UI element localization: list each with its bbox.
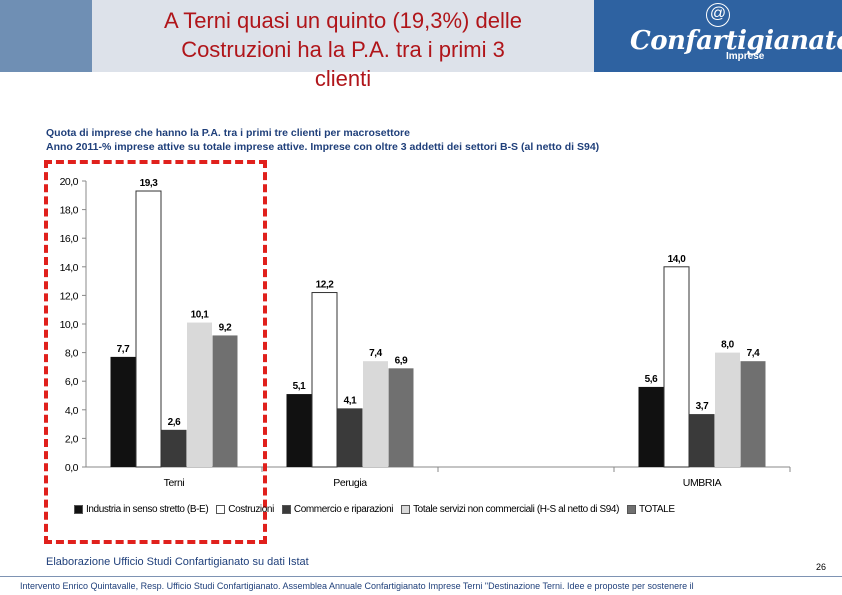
legend-item: Costruzioni <box>216 504 274 515</box>
bar-3-3 <box>715 352 740 467</box>
legend-item: TOTALE <box>627 504 675 515</box>
bar-1-3 <box>363 361 388 467</box>
legend-item: Totale servizi non commerciali (H-S al n… <box>401 504 619 515</box>
y-tick-label: 0,0 <box>65 462 79 474</box>
y-tick-label: 16,0 <box>60 233 79 245</box>
chart-legend: Industria in senso stretto (B-E) Costruzi… <box>74 504 683 515</box>
bar-0-2 <box>161 429 187 467</box>
x-category-label: UMBRIA <box>683 477 722 489</box>
bar-data-label: 7,7 <box>117 344 131 355</box>
x-category-label: Perugia <box>333 477 367 489</box>
legend-item: Commercio e riparazioni <box>281 504 394 515</box>
page-number: 26 <box>816 562 827 572</box>
footer-text: Intervento Enrico Quintavalle, Resp. Uff… <box>20 581 694 591</box>
legend-swatch <box>627 505 637 514</box>
bar-chart: 0,0 2,0 4,0 6,0 8,0 10,0 12,0 14,0 16,0 18,0 20,0 7… <box>60 176 791 489</box>
bar-0-3 <box>187 322 212 467</box>
bar-data-label: 7,4 <box>369 348 383 359</box>
bar-0-1 <box>135 190 162 468</box>
bar-data-label: 5,6 <box>645 374 659 385</box>
header-accent-block <box>0 0 92 72</box>
title-line-2: Costruzioni ha la P.A. tra i primi 3 <box>181 37 505 62</box>
subtitle-line-2: Anno 2011-% imprese attive su totale imp… <box>46 141 600 153</box>
at-symbol-icon: @ <box>706 3 730 27</box>
bar-data-label: 10,1 <box>191 310 210 321</box>
y-tick-label: 14,0 <box>60 262 79 274</box>
bar-data-label: 5,1 <box>293 381 307 392</box>
bar-data-label: 2,6 <box>168 417 182 428</box>
x-category-label: Terni <box>164 477 185 489</box>
bar-1-0 <box>286 394 312 467</box>
bar-1-2 <box>337 408 363 467</box>
title-band <box>92 0 594 72</box>
bar-0-0 <box>110 356 136 467</box>
title-line-1: A Terni quasi un quinto (19,3%) delle <box>164 8 522 33</box>
legend-label: Totale servizi non commerciali (H-S al n… <box>413 504 620 515</box>
legend-swatch <box>401 505 411 514</box>
chart-subtitle: Quota di imprese che hanno la P.A. tra i… <box>46 126 599 154</box>
y-tick-label: 20,0 <box>60 176 79 188</box>
footer-divider <box>0 576 842 577</box>
bar-data-label: 3,7 <box>696 401 710 412</box>
bar-data-label: 8,0 <box>721 340 735 351</box>
bar-3-1 <box>663 266 690 468</box>
bar-3-4 <box>740 361 766 467</box>
bar-data-label: 9,2 <box>219 322 233 333</box>
bar-data-label: 4,1 <box>344 395 358 406</box>
terni-highlight-box <box>44 160 267 544</box>
y-tick-label: 2,0 <box>65 433 79 445</box>
legend-item: Industria in senso stretto (B-E) <box>74 504 209 515</box>
legend-swatch <box>216 505 226 514</box>
bar-data-label: 7,4 <box>747 348 761 359</box>
subtitle-line-1: Quota di imprese che hanno la P.A. tra i… <box>46 127 410 139</box>
legend-label: TOTALE <box>639 504 675 515</box>
logo-wordmark: Confartigianato <box>630 26 842 56</box>
bar-data-label: 12,2 <box>316 280 335 291</box>
page-title: A Terni quasi un quinto (19,3%) delle Co… <box>92 6 594 93</box>
y-tick-label: 18,0 <box>60 205 79 217</box>
y-tick-label: 4,0 <box>65 405 79 417</box>
legend-label: Commercio e riparazioni <box>293 504 394 515</box>
y-tick-label: 6,0 <box>65 376 79 388</box>
legend-swatch <box>281 505 291 514</box>
bar-data-label: 6,9 <box>395 355 409 366</box>
bar-1-1 <box>311 292 338 468</box>
bar-data-label: 14,0 <box>668 254 687 265</box>
title-line-3: clienti <box>314 66 372 91</box>
bar-0-4 <box>212 335 238 467</box>
legend-swatch <box>74 505 83 514</box>
source-note: Elaborazione Ufficio Studi Confartigiana… <box>46 556 309 568</box>
y-tick-label: 8,0 <box>65 348 79 360</box>
confartigianato-logo: @ Confartigianato Imprese <box>594 0 842 72</box>
bar-1-4 <box>388 368 414 467</box>
legend-label: Costruzioni <box>228 504 274 515</box>
legend-label: Industria in senso stretto (B-E) <box>86 504 209 515</box>
logo-subtitle: Imprese <box>726 51 765 62</box>
bar-3-0 <box>638 386 664 467</box>
y-tick-label: 10,0 <box>60 319 79 331</box>
bar-3-2 <box>689 414 715 467</box>
bar-data-label: 19,3 <box>140 178 159 189</box>
y-tick-label: 12,0 <box>60 290 79 302</box>
